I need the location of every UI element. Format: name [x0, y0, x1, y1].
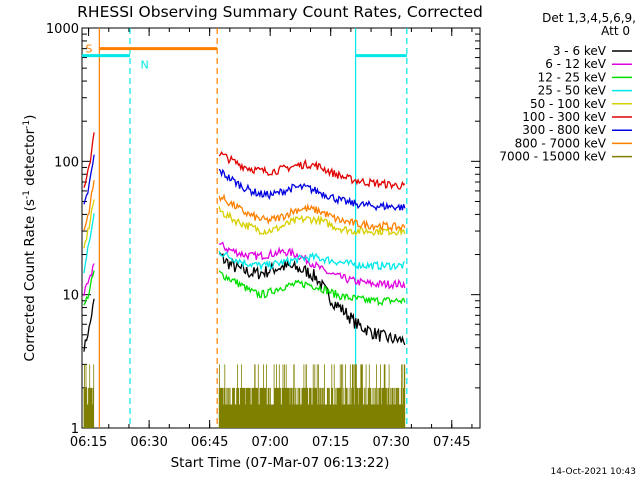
legend-item-label-5: 100 - 300 keV: [522, 110, 606, 124]
x-tick-label-3: 07:00: [251, 435, 288, 450]
y-axis-label: Corrected Count Rate (s-1 detector-1): [22, 115, 38, 362]
series-line-3-pre: [83, 213, 95, 274]
series-line-4-pre: [83, 199, 95, 249]
y-tick-label-2: 100: [54, 155, 79, 170]
series-line-1-pre: [83, 263, 95, 297]
legend-item-label-8: 7000 - 15000 keV: [499, 150, 606, 164]
y-label-sup-2: -1: [22, 120, 32, 129]
x-tick-label-2: 06:45: [191, 435, 228, 450]
series-line-2-post: [218, 270, 406, 306]
series-line-0-pre: [83, 298, 95, 352]
plot-area: [81, 27, 481, 429]
legend-item-label-0: 3 - 6 keV: [553, 44, 607, 58]
legend-item-label-1: 6 - 12 keV: [545, 57, 607, 71]
tick-layer: 06:15 06:30 06:45 07:00 07:15 07:30 07:45 1 10 10…: [46, 22, 480, 450]
series-layer: [83, 132, 406, 428]
x-tick-label-5: 07:30: [372, 435, 409, 450]
legend-item-label-6: 300 - 800 keV: [522, 123, 606, 137]
legend-header-attenuator: Att 0: [601, 24, 630, 38]
series-spikes-1: [218, 364, 406, 428]
series-line-6-pre: [83, 154, 95, 205]
y-tick-label-3: 1000: [46, 22, 79, 37]
legend-item-label-7: 800 - 7000 keV: [515, 136, 607, 150]
series-line-3-post: [218, 250, 406, 272]
y-tick-label-0: 1: [71, 422, 79, 437]
x-tick-label-1: 06:30: [130, 435, 167, 450]
series-line-8: [83, 364, 406, 428]
y-label-sup-1: -1: [22, 190, 32, 199]
series-line-5-post: [218, 150, 406, 190]
series-line-6-post: [218, 168, 406, 212]
saa-flag-label: S: [85, 43, 92, 56]
y-tick-label-1: 10: [62, 289, 79, 304]
x-tick-label-6: 07:45: [433, 435, 470, 450]
x-tick-label-0: 06:15: [70, 435, 107, 450]
x-tick-label-4: 07:15: [312, 435, 349, 450]
series-line-7-post: [218, 193, 406, 233]
legend-item-label-2: 12 - 25 keV: [538, 70, 607, 84]
y-label-mid: detector: [22, 128, 38, 190]
series-line-1-post: [219, 241, 406, 291]
chart-title: RHESSI Observing Summary Count Rates, Co…: [77, 3, 483, 21]
legend-item-label-3: 25 - 50 keV: [538, 84, 607, 98]
legend-header-detectors: Det 1,3,4,5,6,9,: [542, 11, 636, 25]
series-line-2-pre: [83, 270, 95, 306]
series-line-4-post: [218, 206, 406, 237]
series-line-7-pre: [83, 180, 95, 231]
series-line-5-pre: [83, 132, 95, 188]
x-axis-label: Start Time (07-Mar-07 06:13:22): [171, 455, 390, 471]
y-label-end: ): [22, 115, 38, 120]
legend-item-label-4: 50 - 100 keV: [530, 97, 607, 111]
night-flag-label: N: [141, 59, 149, 72]
footer-timestamp: 14-Oct-2021 10:43: [551, 467, 636, 477]
series-line-0-post: [218, 252, 406, 346]
flag-layer: SN: [82, 28, 408, 428]
series-spikes-0: [83, 364, 95, 428]
y-label-main: Corrected Count Rate (s: [22, 199, 38, 361]
plot-frame: [81, 27, 481, 429]
